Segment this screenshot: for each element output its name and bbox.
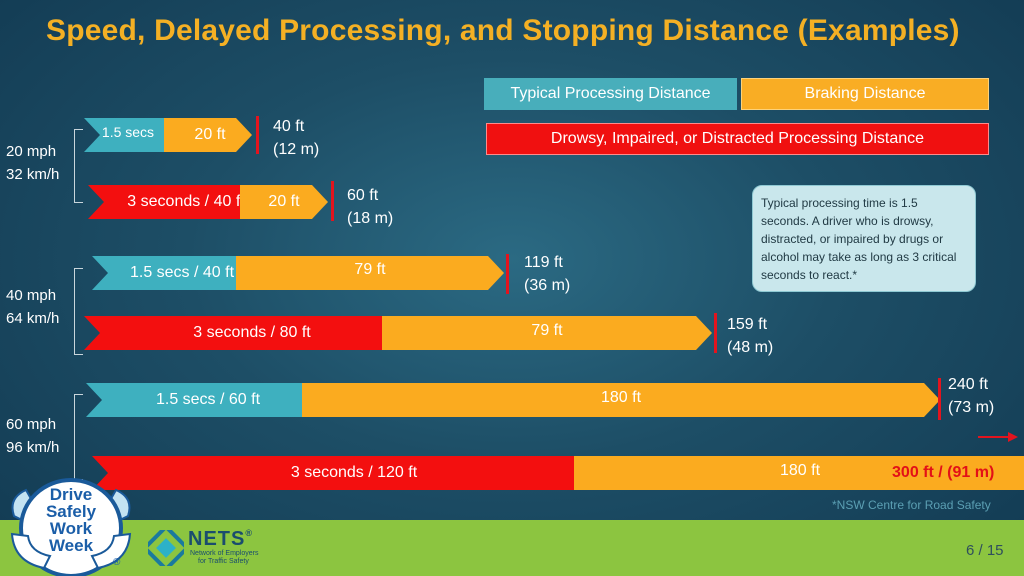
distance-m: (18 m) (347, 210, 394, 227)
speed-mph: 40 mph (6, 287, 57, 304)
distance-m: (36 m) (524, 277, 571, 294)
bar-label: 3 seconds / 40 ft (127, 193, 245, 210)
bar-label: 20 ft (268, 193, 300, 210)
stopping-distance: 60 ft (18 m) (347, 184, 393, 230)
stop-marker (256, 116, 259, 154)
nets-logo: NETS® Network of Employers for Traffic S… (148, 528, 274, 568)
nets-subtitle: Network of Employers for Traffic Safety (190, 550, 259, 565)
logo-text: Drive Safely Work Week (45, 485, 97, 555)
speed-kmh: 96 km/h (6, 439, 60, 456)
speed-kmh: 64 km/h (6, 310, 60, 327)
source-credit: *NSW Centre for Road Safety (832, 498, 991, 512)
distance-ft: 119 ft (524, 254, 563, 271)
bar-typical-processing: 1.5 secs / 60 ft (86, 383, 320, 417)
nets-name: NETS® (188, 528, 253, 550)
bar-braking: 180 ft (302, 383, 940, 417)
note-box: Typical processing time is 1.5 seconds. … (752, 185, 976, 292)
speed-mph: 20 mph (6, 143, 57, 160)
speed-label-40mph: 40 mph 64 km/h (6, 284, 59, 330)
group-bracket-60mph (74, 394, 83, 480)
bar-impaired-processing: 3 seconds / 120 ft (92, 456, 592, 490)
stop-marker (938, 378, 941, 420)
distance-ft: 240 ft (948, 376, 989, 393)
speed-label-60mph: 60 mph 96 km/h (6, 413, 59, 459)
bar-label: 79 ft (354, 261, 386, 278)
stopping-distance: 40 ft (12 m) (273, 115, 319, 161)
bar-braking: 180 ft 300 ft / (91 m) (574, 456, 1024, 490)
bar-braking: 79 ft (236, 256, 504, 290)
bar-label: 3 seconds / 120 ft (290, 464, 418, 481)
registered-mark: ® (113, 557, 121, 568)
stopping-distance-total: 300 ft / (91 m) (892, 464, 995, 481)
stopping-distance: 240 ft (73 m) (948, 373, 994, 419)
distance-m: (48 m) (727, 339, 774, 356)
page-number: 6 / 15 (966, 542, 1004, 559)
speed-kmh: 32 km/h (6, 166, 60, 183)
drive-safely-work-week-logo: Drive Safely Work Week ® (4, 476, 138, 576)
speed-label-20mph: 20 mph 32 km/h (6, 140, 59, 186)
group-bracket-40mph (74, 268, 83, 355)
distance-ft: 40 ft (273, 118, 305, 135)
stop-marker (506, 254, 509, 294)
legend-typical-processing: Typical Processing Distance (484, 78, 737, 110)
stopping-distance: 119 ft (36 m) (524, 251, 570, 297)
distance-ft: 159 ft (727, 316, 768, 333)
bar-label: 3 seconds / 80 ft (193, 324, 311, 341)
bar-impaired-processing: 3 seconds / 80 ft (84, 316, 400, 350)
bar-impaired-processing: 3 seconds / 40 ft (88, 185, 258, 219)
legend-braking: Braking Distance (741, 78, 989, 110)
stop-marker (331, 181, 334, 221)
bar-label: 1.5 secs (101, 124, 155, 140)
distance-ft: 60 ft (347, 187, 379, 204)
bar-typical-processing: 1.5 secs / 40 ft (92, 256, 254, 290)
distance-m: (12 m) (273, 141, 320, 158)
stop-marker (714, 313, 717, 353)
bar-label: 180 ft (600, 389, 642, 406)
bar-braking: 20 ft (164, 118, 252, 152)
bar-label: 20 ft (194, 126, 226, 143)
bar-braking: 79 ft (382, 316, 712, 350)
arrow-right-icon (978, 432, 1018, 442)
bar-label: 1.5 secs / 60 ft (155, 391, 261, 408)
slide-title: Speed, Delayed Processing, and Stopping … (46, 14, 960, 47)
stopping-distance: 159 ft (48 m) (727, 313, 773, 359)
bar-label: 180 ft (780, 462, 821, 479)
legend-impaired-processing: Drowsy, Impaired, or Distracted Processi… (486, 123, 989, 155)
group-bracket-20mph (74, 129, 83, 203)
bar-label: 1.5 secs / 40 ft (129, 264, 235, 281)
nets-emblem-icon (148, 530, 184, 566)
speed-mph: 60 mph (6, 416, 57, 433)
logo-badge-icon (10, 478, 132, 576)
bar-label: 79 ft (531, 322, 563, 339)
distance-m: (73 m) (948, 399, 995, 416)
bar-braking: 20 ft (240, 185, 328, 219)
